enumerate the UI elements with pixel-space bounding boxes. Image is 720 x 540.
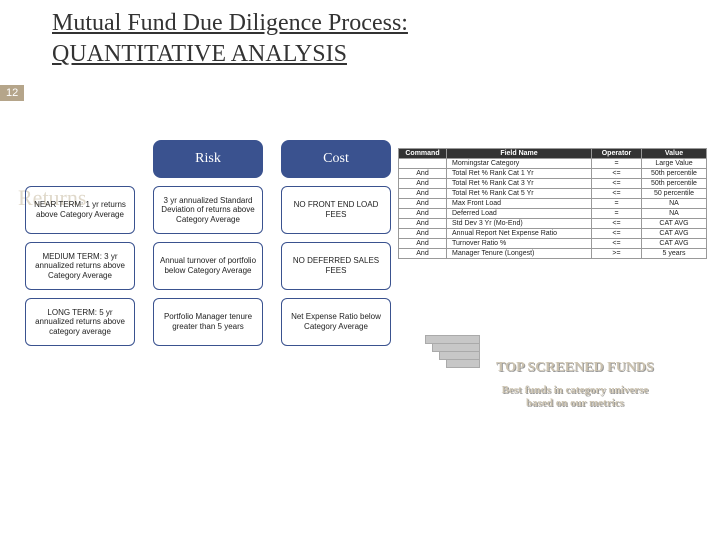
cell-operator: <= (592, 239, 642, 249)
cell-command: And (399, 229, 447, 239)
cell-operator: >= (592, 249, 642, 259)
cell-operator: = (592, 159, 642, 169)
cell-operator: <= (592, 219, 642, 229)
table-row: AndTotal Ret % Rank Cat 3 Yr<=50th perce… (399, 179, 707, 189)
cell-field: Turnover Ratio % (447, 239, 592, 249)
table-row: AndTotal Ret % Rank Cat 5 Yr<=50 percent… (399, 189, 707, 199)
table-row: AndStd Dev 3 Yr (Mo-End)<=CAT AVG (399, 219, 707, 229)
cell-field: Std Dev 3 Yr (Mo-End) (447, 219, 592, 229)
cell-value: 50th percentile (642, 179, 707, 189)
cell-field: Total Ret % Rank Cat 3 Yr (447, 179, 592, 189)
cell-value: NA (642, 209, 707, 219)
page-title: Mutual Fund Due Diligence Process: QUANT… (52, 8, 408, 70)
cell-command: And (399, 169, 447, 179)
title-line-1: Mutual Fund Due Diligence Process: (52, 10, 408, 36)
cell-command: And (399, 249, 447, 259)
cell-value: NA (642, 199, 707, 209)
cell-value: CAT AVG (642, 229, 707, 239)
cell-field: Morningstar Category (447, 159, 592, 169)
pillar-cost: Cost NO FRONT END LOAD FEES NO DEFERRED … (276, 140, 396, 354)
callout-top: TOP SCREENED FUNDS (490, 360, 660, 376)
cell-value: 50th percentile (642, 169, 707, 179)
th-value: Value (642, 149, 707, 159)
criteria-header-row: Command Field Name Operator Value (399, 149, 707, 159)
pillars-container: NEAR TERM: 1 yr returns above Category A… (20, 140, 396, 354)
table-row: AndTotal Ret % Rank Cat 1 Yr<=50th perce… (399, 169, 707, 179)
cost-front-load-box: NO FRONT END LOAD FEES (281, 186, 391, 234)
pillar-head-risk: Risk (153, 140, 263, 178)
pillar-risk: Risk 3 yr annualized Standard Deviation … (148, 140, 268, 354)
cell-value: Large Value (642, 159, 707, 169)
cell-field: Max Front Load (447, 199, 592, 209)
cell-value: 50 percentile (642, 189, 707, 199)
table-row: AndDeferred Load=NA (399, 209, 707, 219)
cell-command: And (399, 209, 447, 219)
funnel-arrow-icon (425, 335, 485, 377)
returns-near-term-box: NEAR TERM: 1 yr returns above Category A… (25, 186, 135, 234)
cell-command (399, 159, 447, 169)
cost-expense-box: Net Expense Ratio below Category Average (281, 298, 391, 346)
returns-medium-term-box: MEDIUM TERM: 3 yr annualized returns abo… (25, 242, 135, 290)
pillar-returns: NEAR TERM: 1 yr returns above Category A… (20, 140, 140, 354)
cell-command: And (399, 219, 447, 229)
cell-field: Deferred Load (447, 209, 592, 219)
title-line-2: QUANTITATIVE ANALYSIS (52, 39, 408, 70)
table-row: AndTurnover Ratio %<=CAT AVG (399, 239, 707, 249)
table-row: AndMax Front Load=NA (399, 199, 707, 209)
cell-field: Total Ret % Rank Cat 5 Yr (447, 189, 592, 199)
callout-block: TOP SCREENED FUNDS Best funds in categor… (490, 360, 660, 410)
cell-command: And (399, 189, 447, 199)
cell-command: And (399, 179, 447, 189)
page-number-tab: 12 (0, 85, 24, 101)
risk-stddev-box: 3 yr annualized Standard Deviation of re… (153, 186, 263, 234)
th-command: Command (399, 149, 447, 159)
th-operator: Operator (592, 149, 642, 159)
risk-tenure-box: Portfolio Manager tenure greater than 5 … (153, 298, 263, 346)
table-row: AndManager Tenure (Longest)>=5 years (399, 249, 707, 259)
returns-long-term-box: LONG TERM: 5 yr annualized returns above… (25, 298, 135, 346)
cell-operator: = (592, 209, 642, 219)
table-row: Morningstar Category=Large Value (399, 159, 707, 169)
cost-deferred-box: NO DEFERRED SALES FEES (281, 242, 391, 290)
cell-operator: <= (592, 179, 642, 189)
cell-operator: = (592, 199, 642, 209)
cell-value: CAT AVG (642, 239, 707, 249)
cell-field: Annual Report Net Expense Ratio (447, 229, 592, 239)
th-field: Field Name (447, 149, 592, 159)
cell-command: And (399, 239, 447, 249)
cell-operator: <= (592, 169, 642, 179)
cell-operator: <= (592, 189, 642, 199)
criteria-table: Command Field Name Operator Value Mornin… (398, 148, 707, 259)
cell-operator: <= (592, 229, 642, 239)
cell-command: And (399, 199, 447, 209)
callout-bot: Best funds in category universe based on… (490, 384, 660, 410)
cell-value: 5 years (642, 249, 707, 259)
cell-value: CAT AVG (642, 219, 707, 229)
cell-field: Total Ret % Rank Cat 1 Yr (447, 169, 592, 179)
cell-field: Manager Tenure (Longest) (447, 249, 592, 259)
table-row: AndAnnual Report Net Expense Ratio<=CAT … (399, 229, 707, 239)
pillar-head-cost: Cost (281, 140, 391, 178)
risk-turnover-box: Annual turnover of portfolio below Categ… (153, 242, 263, 290)
